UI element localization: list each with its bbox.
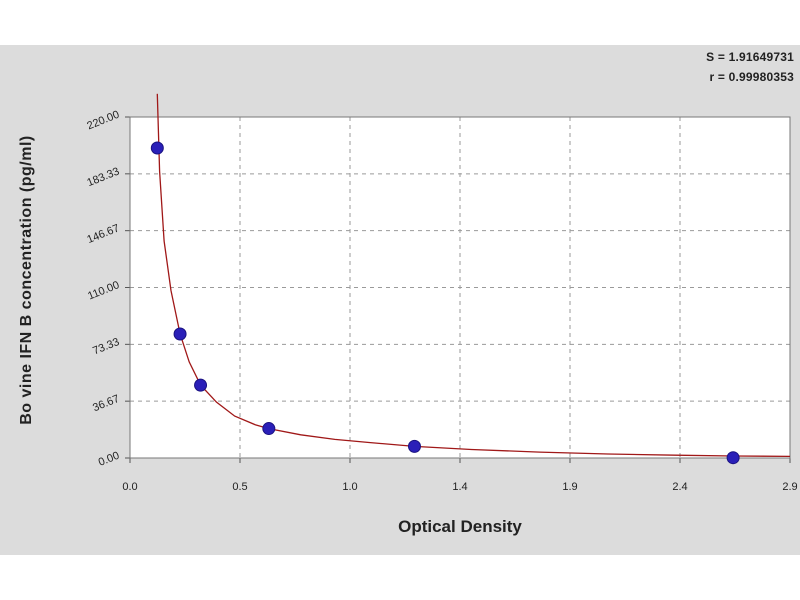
chart-panel: 0.0 0.5 1.0 1.4 1.9 2.4 2.9 0.00 36.67 73.33 110.0… [0, 45, 800, 555]
y-tick-label: 73.33 [91, 336, 121, 357]
x-tick-label: 0.5 [232, 481, 247, 493]
stat-r-value: r = 0.99980353 [709, 70, 794, 84]
x-tick-label: 1.0 [342, 481, 357, 493]
y-axis-label: Bo vine IFN B concentration (pg/ml) [18, 135, 35, 425]
y-tick-label: 36.67 [91, 393, 121, 414]
x-tick-label: 1.4 [452, 481, 467, 493]
data-point [726, 451, 740, 465]
x-tick-label: 2.9 [782, 481, 797, 493]
y-tick-label: 183.33 [85, 165, 121, 189]
stat-s-value: S = 1.91649731 [706, 50, 794, 64]
data-point [407, 439, 421, 453]
x-tick-label: 0.0 [122, 481, 137, 493]
x-axis-label: Optical Density [398, 517, 522, 536]
data-point [194, 378, 208, 392]
x-tick-label: 1.9 [562, 481, 577, 493]
y-tick-label: 146.67 [85, 222, 121, 246]
y-tick-label: 0.00 [97, 450, 121, 469]
x-tick-label: 2.4 [672, 481, 687, 493]
data-point [262, 422, 276, 436]
data-point [150, 141, 164, 155]
data-point [173, 327, 187, 341]
chart-svg: 0.0 0.5 1.0 1.4 1.9 2.4 2.9 0.00 36.67 73.33 110.0… [85, 93, 798, 493]
y-tick-label: 110.00 [86, 279, 121, 302]
y-tick-label: 220.00 [85, 109, 121, 133]
plot-border [129, 116, 791, 459]
